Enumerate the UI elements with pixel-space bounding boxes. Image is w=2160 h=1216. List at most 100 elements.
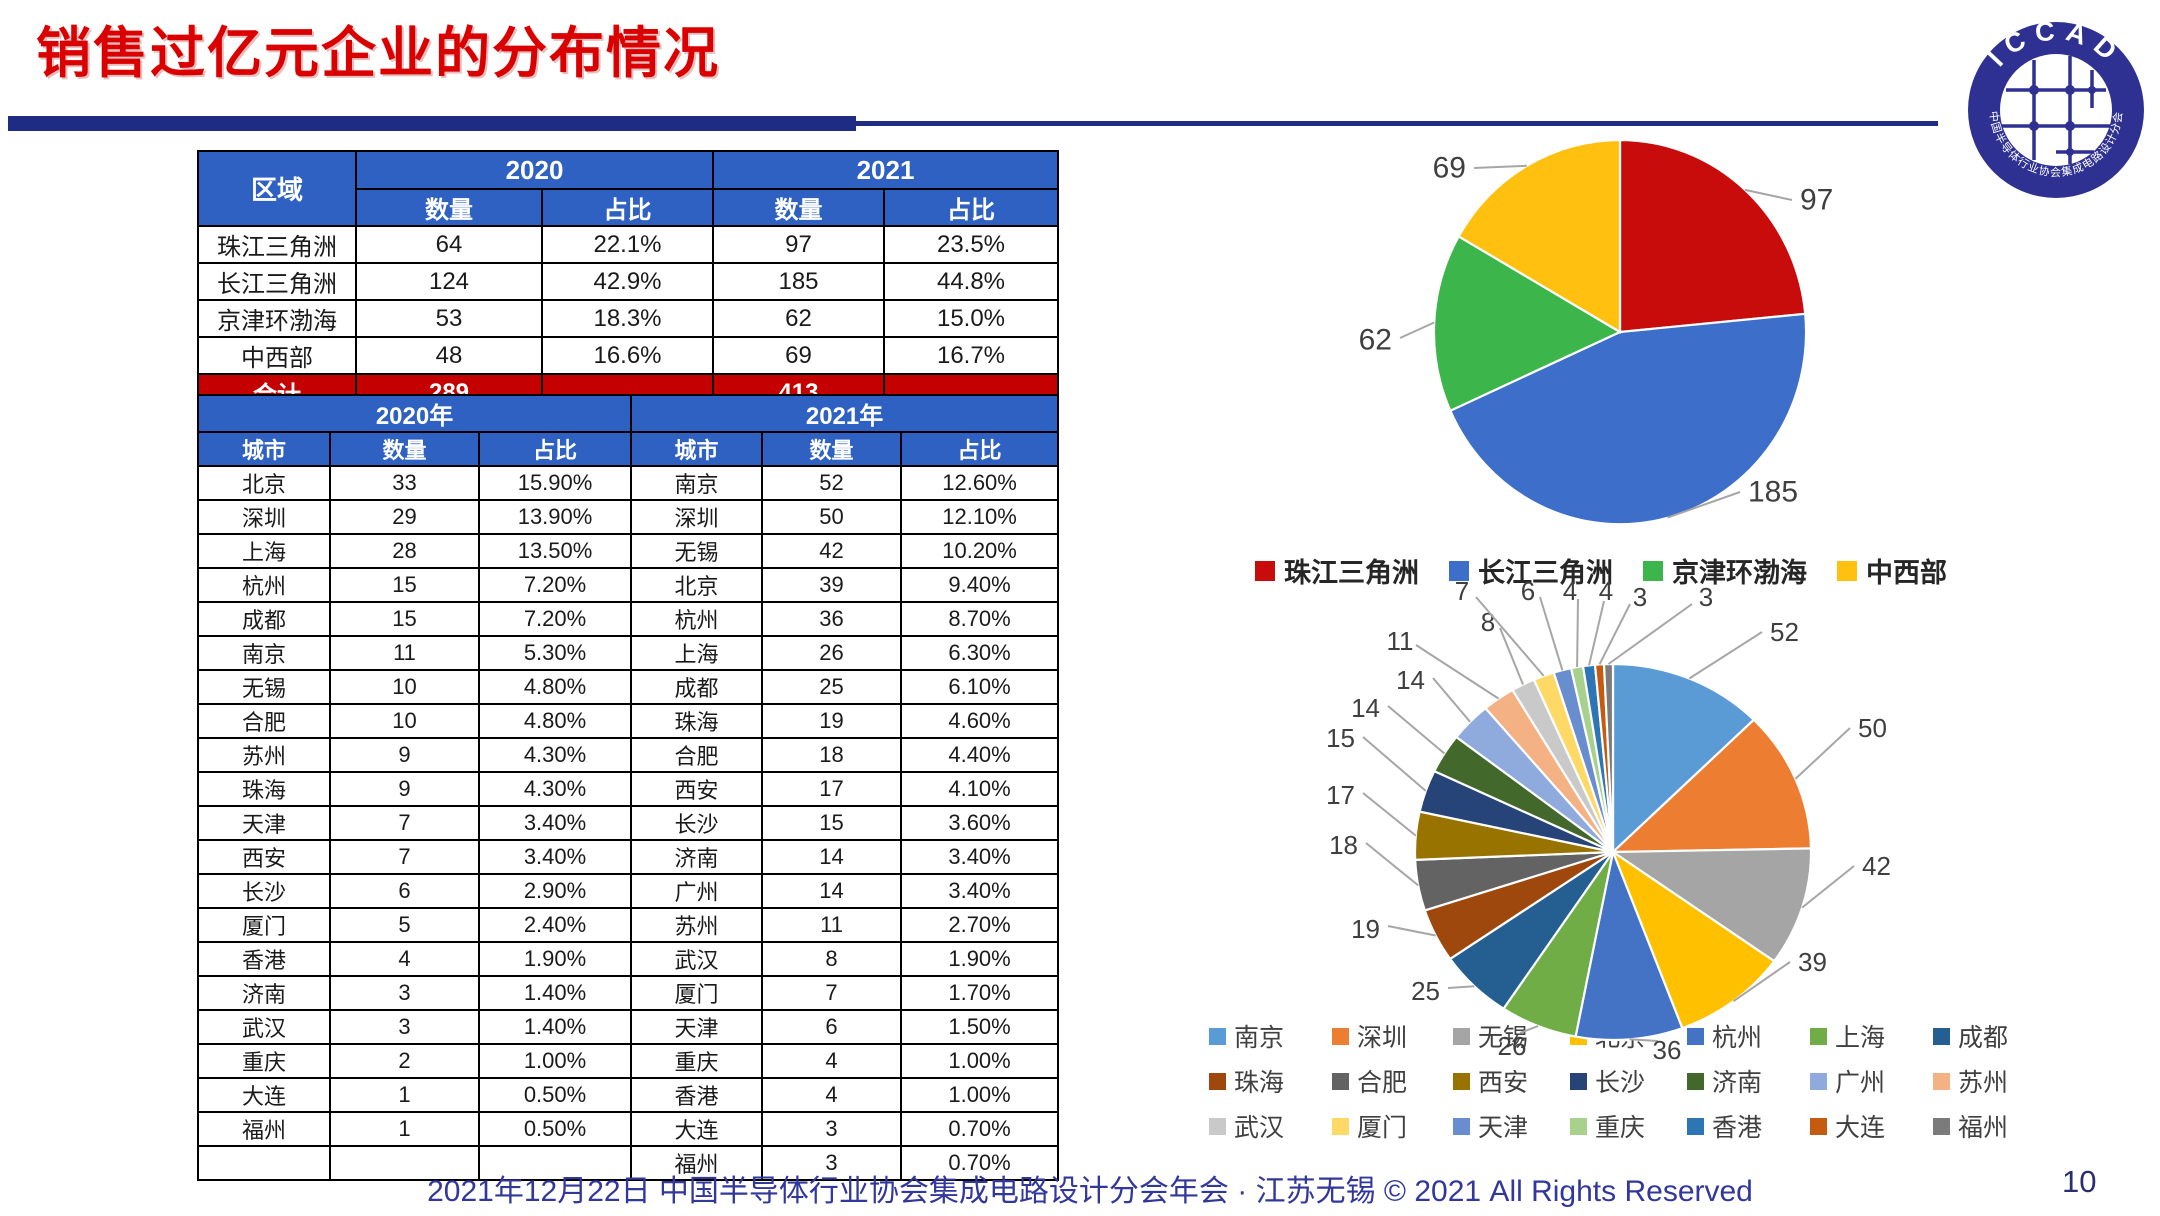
label-leader-line [1588,600,1605,666]
table-cell: 25 [761,669,903,705]
table-cell: 3.40% [900,873,1060,909]
table-cell: 1 [329,1111,480,1147]
table-cell: 无锡 [197,669,331,705]
legend-label: 京津环渤海 [1672,558,1807,588]
table-cell [197,1145,331,1181]
region-table-header-share: 占比 [541,188,714,227]
table-cell: 2 [329,1043,480,1079]
table-cell: 京津环渤海 [197,299,357,338]
title-underline-thin [856,121,1938,126]
table-cell: 10 [329,703,480,739]
legend-item-中西部: 中西部 [1837,551,1947,590]
pie-value-label: 17 [1326,780,1355,810]
city-table-header-city: 城市 [630,431,764,467]
label-leader-line [1447,985,1475,989]
legend-swatch [1837,560,1857,581]
pie-value-label: 39 [1798,947,1827,977]
table-cell: 7 [329,839,480,875]
city-table-header-2020: 2020年 [196,394,633,433]
region-table-header-2021: 2021 [712,150,1059,190]
legend-item-深圳: 深圳 [1332,1018,1407,1054]
table-cell: 7.20% [477,601,633,637]
table-cell [329,1145,480,1181]
table-cell: 南京 [197,635,331,671]
label-leader-line [1387,925,1436,937]
legend-item-大连: 大连 [1810,1108,1885,1144]
legend-swatch [1570,1117,1587,1135]
pie-slice-长沙 [1418,769,1614,854]
table-cell: 15.0% [883,299,1059,338]
legend-swatch [1933,1072,1950,1090]
pie-value-label: 50 [1858,713,1887,743]
table-cell: 124 [355,262,543,301]
table-cell: 济南 [630,839,764,875]
legend-swatch [1810,1117,1827,1135]
city-table: 2020年 2021年 城市 数量 占比 城市 数量 占比 北京 33 15.90%… [196,394,1060,1181]
table-cell: 3.40% [900,839,1060,875]
table-cell: 11 [761,907,903,943]
table-cell: 33 [329,465,480,501]
city-row: 福州 3 0.70% [197,1145,1060,1181]
table-cell: 天津 [630,1009,764,1045]
legend-label: 福州 [1958,1114,2009,1142]
city-row: 珠海 9 4.30% 西安 17 4.10% [197,771,1060,807]
table-cell: 西安 [630,771,764,807]
legend-swatch [1810,1072,1827,1090]
table-cell: 50 [761,499,903,535]
pie-slice-重庆 [1569,664,1615,853]
legend-item-长沙: 长沙 [1570,1063,1645,1099]
legend-label: 杭州 [1712,1024,1763,1052]
city-table-header-city: 城市 [197,431,331,467]
pie-value-label: 52 [1770,617,1799,647]
legend-label: 长江三角洲 [1478,558,1613,588]
legend-item-重庆: 重庆 [1570,1108,1645,1144]
table-cell: 厦门 [197,907,331,943]
table-cell: 14 [761,839,903,875]
pie-slice-西安 [1413,810,1614,862]
table-cell: 17 [761,771,903,807]
legend-label: 深圳 [1357,1024,1408,1052]
table-cell: 6.30% [900,635,1060,671]
legend-swatch [1209,1117,1226,1135]
table-cell: 16.7% [883,336,1059,375]
label-leader-line [1475,596,1545,677]
title-underline-thick [8,116,856,131]
table-cell: 珠江三角洲 [197,225,357,264]
table-cell: 15 [329,567,480,603]
table-cell: 39 [761,567,903,603]
label-leader-line [1576,598,1579,668]
city-table-header-share: 占比 [477,431,633,467]
table-cell: 4.10% [900,771,1060,807]
legend-swatch [1332,1027,1349,1045]
table-cell: 广州 [630,873,764,909]
pie-slice-深圳 [1610,718,1813,854]
legend-item-京津环渤海: 京津环渤海 [1643,551,1807,590]
table-cell: 18.3% [541,299,714,338]
region-row: 京津环渤海 53 18.3% 62 15.0% [197,299,1059,338]
table-cell: 南京 [630,465,764,501]
city-row: 长沙 6 2.90% 广州 14 3.40% [197,873,1060,909]
legend-swatch [1453,1027,1470,1045]
table-cell: 9.40% [900,567,1060,603]
table-cell: 1.00% [900,1077,1060,1113]
legend-item-天津: 天津 [1453,1108,1528,1144]
region-table: 区域 2020 2021 数量 占比 数量 占比 珠江三角洲 64 22.1% 97 2… [197,150,1059,412]
table-cell: 珠海 [630,703,764,739]
legend-item-厦门: 厦门 [1332,1108,1407,1144]
pie-value-label: 25 [1411,976,1440,1006]
pie-value-label: 42 [1862,851,1891,881]
legend-item-济南: 济南 [1687,1063,1762,1099]
table-cell: 深圳 [197,499,331,535]
table-cell: 8 [761,941,903,977]
table-cell: 成都 [630,669,764,705]
table-cell: 成都 [197,601,331,637]
table-cell: 合肥 [197,703,331,739]
table-cell: 福州 [197,1111,331,1147]
table-cell: 5.30% [477,635,633,671]
table-cell: 23.5% [883,225,1059,264]
legend-item-长江三角洲: 长江三角洲 [1449,551,1613,590]
pie-slice-中西部 [1457,138,1622,334]
table-cell: 62 [712,299,885,338]
city-row: 大连 1 0.50% 香港 4 1.00% [197,1077,1060,1113]
